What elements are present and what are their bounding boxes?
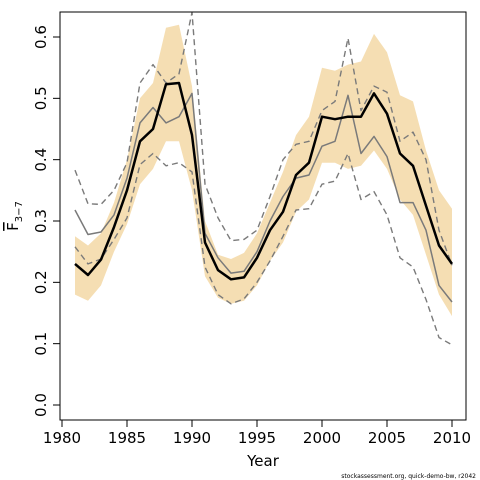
y-axis-title: F3−7 [4,201,25,231]
y-tick-label-0.4: 0.4 [32,148,50,172]
series-line-thin [74,92,453,303]
series-line-estimate [74,81,454,281]
x-tick-label-1995: 1995 [238,429,276,447]
y-tick-label-0.2: 0.2 [32,270,50,294]
y-tick-label-0.3: 0.3 [32,209,50,233]
x-tick-label-1985: 1985 [108,429,146,447]
series-line-dashed-3 [74,152,453,346]
x-tick-label-1990: 1990 [173,429,211,447]
y-tick-label-0.1: 0.1 [32,332,50,356]
x-axis-title: Year [246,452,280,470]
y-tick-label-0.5: 0.5 [32,86,50,110]
x-tick-label-2000: 2000 [303,429,341,447]
series-line-dashed-2 [74,11,453,266]
y-tick-label-0.6: 0.6 [32,25,50,49]
footer-note: stockassessment.org, quick-demo-bw, r204… [341,473,476,480]
x-tick-label-1980: 1980 [43,429,81,447]
x-tick-label-2005: 2005 [368,429,406,447]
confidence-band [75,24,452,317]
y-axis-title-subscript: 3−7 [14,201,25,222]
y-tick-label-0.0: 0.0 [32,393,50,417]
y-axis-title-base: F [4,222,22,231]
x-tick-label-2010: 2010 [433,429,471,447]
plot-frame [59,11,467,421]
